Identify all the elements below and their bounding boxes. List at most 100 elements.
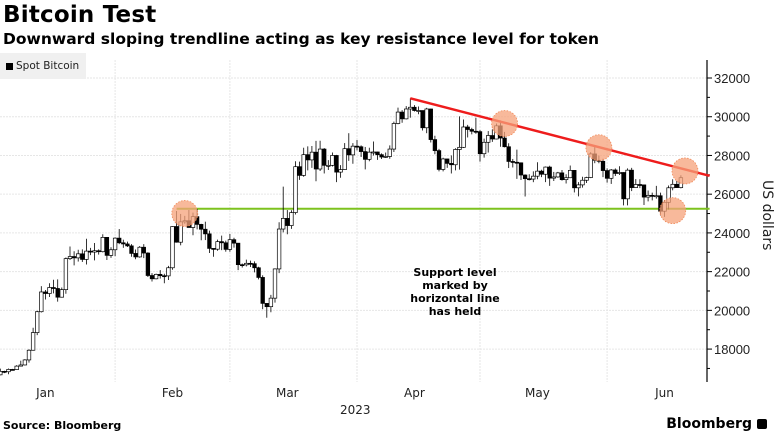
candle [522, 174, 528, 197]
candle-body [580, 179, 585, 186]
candle-body [572, 170, 577, 189]
candle-body [30, 332, 36, 351]
candle-body [2, 371, 7, 373]
candle [14, 365, 19, 370]
candle-body [568, 170, 573, 179]
candle [71, 251, 77, 266]
candle-body [231, 239, 237, 244]
candle-body [609, 169, 614, 179]
candle [207, 230, 212, 254]
candle [51, 279, 56, 294]
candle [445, 158, 450, 168]
candle-body [51, 287, 56, 289]
candle [371, 141, 376, 156]
legend-swatch [6, 62, 13, 70]
candle-body [330, 155, 335, 166]
candle [625, 168, 630, 206]
candle [637, 179, 643, 189]
candle [293, 161, 298, 215]
candle [354, 139, 360, 151]
candle [309, 145, 315, 168]
candle-body [375, 151, 380, 156]
candle-body [399, 111, 405, 120]
candle [395, 107, 401, 125]
candle [100, 234, 105, 253]
candle [469, 127, 474, 135]
candle-body [10, 369, 15, 371]
candle [461, 119, 466, 148]
candle-body [637, 184, 643, 186]
candle [383, 152, 388, 158]
candle [272, 268, 278, 303]
candle-body [289, 212, 294, 226]
candle [518, 162, 524, 181]
candle [543, 166, 548, 183]
annotation-note: Support level marked by horizontal line … [395, 266, 515, 318]
candle [30, 327, 36, 351]
candle-body [317, 148, 323, 170]
candle-body [6, 369, 11, 373]
candle-body [420, 110, 425, 129]
candle [449, 155, 454, 174]
candle-body [129, 245, 134, 254]
candle-body [137, 246, 142, 258]
bloomberg-logo: Bloomberg [666, 416, 767, 432]
candle [240, 263, 245, 268]
candle-body [158, 273, 163, 277]
y-tick-label: 32000 [714, 71, 750, 86]
candle-body [428, 108, 433, 140]
candle-body [481, 141, 487, 155]
candle [281, 186, 286, 233]
candle-body [650, 194, 655, 197]
candle-body [641, 184, 647, 198]
candle-body [502, 137, 507, 148]
candle-body [346, 148, 351, 156]
candle-body [252, 263, 257, 269]
candle [227, 233, 233, 252]
note-line: Support level [413, 266, 497, 279]
candle-body [416, 110, 421, 112]
candle-body [338, 169, 343, 173]
candle-body [88, 250, 93, 253]
candle [244, 259, 249, 267]
candle-body [166, 267, 171, 277]
candle [404, 106, 409, 120]
candle-body [223, 242, 228, 250]
candle [80, 249, 85, 262]
candle [547, 165, 552, 186]
candle [231, 237, 237, 248]
candle-body [96, 250, 101, 253]
candle [256, 266, 261, 280]
candle [416, 106, 421, 115]
candle [613, 168, 618, 176]
candle-body [240, 264, 245, 267]
candle-body [449, 163, 454, 166]
candle [531, 171, 536, 183]
candle-body [506, 146, 511, 162]
candle [399, 110, 405, 123]
candle-body [490, 135, 495, 140]
candle-body [391, 123, 397, 150]
candle-body [268, 297, 274, 308]
candle [63, 257, 69, 294]
x-tick-label: Jun [654, 386, 674, 400]
candle [248, 260, 253, 267]
candle-body [47, 287, 52, 294]
highlight-circle [171, 200, 199, 227]
candle-body [613, 169, 618, 174]
candle-body [469, 129, 474, 132]
y-tick-label: 24000 [714, 226, 750, 241]
candle-body [453, 149, 458, 166]
highlight-circle [659, 197, 687, 225]
candle [322, 148, 327, 174]
candle [92, 242, 97, 261]
candle [604, 168, 610, 183]
candle [412, 105, 417, 112]
candle [264, 303, 269, 318]
y-tick-label: 20000 [714, 303, 750, 318]
candle-body [584, 177, 589, 181]
highlight-circle [491, 110, 519, 137]
candle-body [486, 135, 491, 143]
candle-body [153, 273, 159, 280]
candle-body [125, 243, 130, 247]
